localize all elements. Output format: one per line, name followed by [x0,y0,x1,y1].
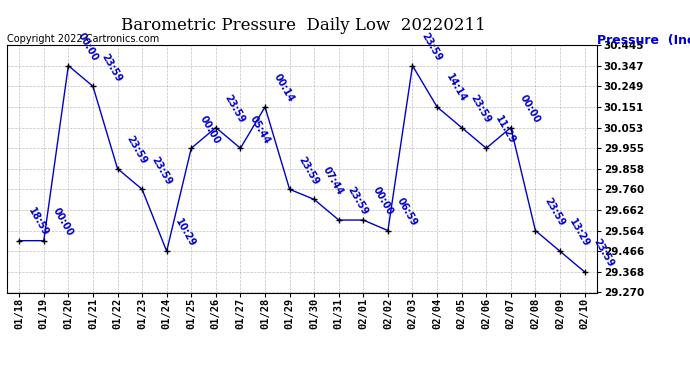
Text: 00:00: 00:00 [198,114,222,146]
Text: 00:00: 00:00 [371,185,395,217]
Text: 23:59: 23:59 [223,93,247,125]
Text: 00:00: 00:00 [51,206,75,238]
Text: 05:44: 05:44 [248,114,272,146]
Text: 23:59: 23:59 [297,154,321,186]
Text: 23:59: 23:59 [346,185,370,217]
Text: 00:00: 00:00 [518,93,542,125]
Text: 23:59: 23:59 [420,31,444,63]
Text: 23:59: 23:59 [469,93,493,125]
Text: 06:59: 06:59 [395,196,419,228]
Text: 13:29: 13:29 [567,217,591,248]
Text: 23:59: 23:59 [100,52,124,84]
Text: Copyright 2022 Cartronics.com: Copyright 2022 Cartronics.com [7,34,159,44]
Text: 23:59: 23:59 [149,154,173,186]
Text: 23:59: 23:59 [124,134,148,166]
Text: 11:29: 11:29 [493,114,518,146]
Text: Barometric Pressure  Daily Low  20220211: Barometric Pressure Daily Low 20220211 [121,17,486,34]
Text: 23:59: 23:59 [542,196,566,228]
Text: 00:14: 00:14 [272,72,296,104]
Text: 14:14: 14:14 [444,72,469,104]
Text: Pressure  (Inches/Hg): Pressure (Inches/Hg) [597,34,690,47]
Text: 23:59: 23:59 [591,237,615,269]
Text: 00:00: 00:00 [75,31,99,63]
Text: 10:29: 10:29 [174,217,198,248]
Text: 07:44: 07:44 [321,165,345,196]
Text: 18:59: 18:59 [26,206,50,238]
